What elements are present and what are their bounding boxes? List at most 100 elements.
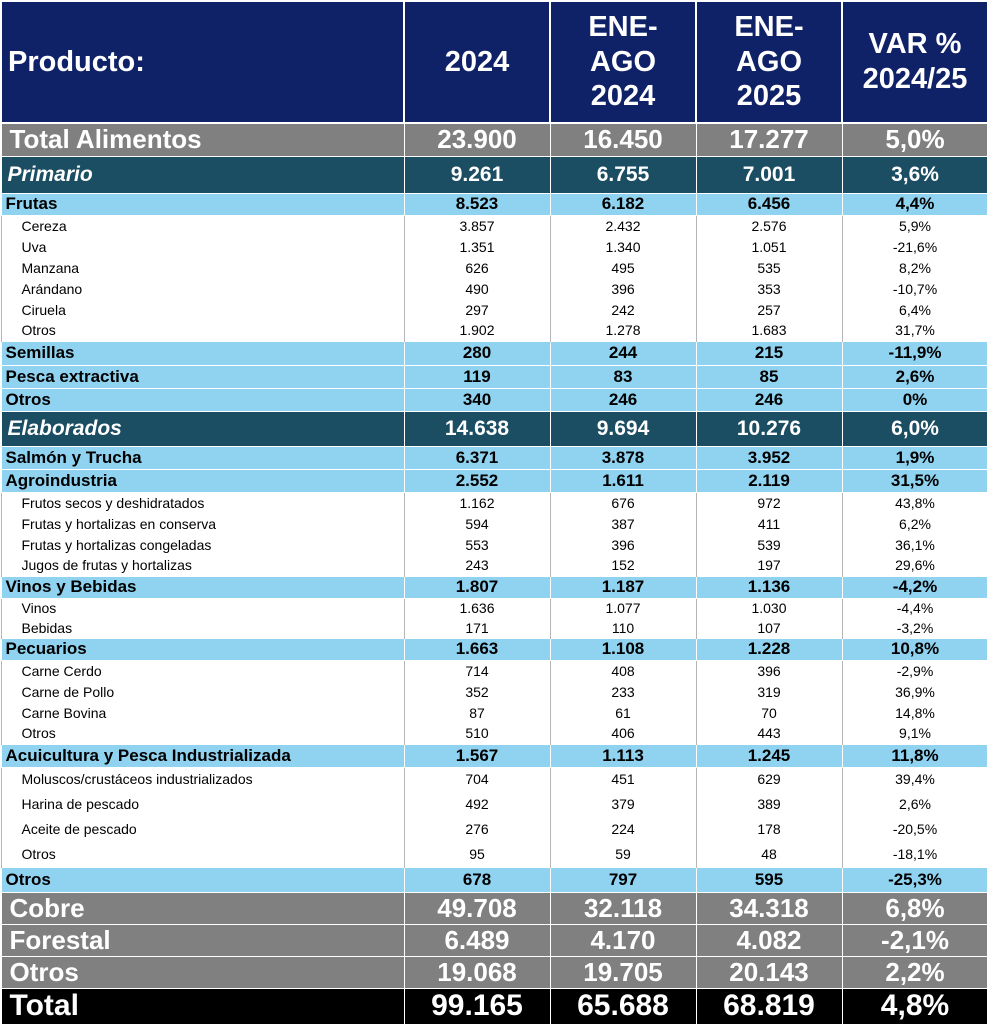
cell-ene-ago-2025: 4.082 — [695, 923, 843, 957]
row-label: Vinos — [0, 598, 405, 618]
row-label: Otros — [0, 387, 405, 412]
cell-2024: 594 — [403, 513, 551, 534]
cell-var: -3,2% — [841, 618, 987, 638]
cell-ene-ago-2025: 215 — [695, 340, 843, 366]
row-otros-frutas: Otros 1.902 1.278 1.683 31,7% — [0, 320, 987, 341]
cell-2024: 714 — [403, 660, 551, 681]
row-label: Cobre — [0, 891, 405, 925]
cell-2024: 119 — [403, 364, 551, 389]
cell-var: 0% — [841, 387, 987, 412]
cell-ene-ago-2024: 16.450 — [549, 122, 697, 157]
cell-ene-ago-2025: 319 — [695, 681, 843, 702]
row-label: Agroindustria — [0, 468, 405, 493]
row-forestal: Forestal 6.489 4.170 4.082 -2,1% — [0, 923, 987, 957]
cell-ene-ago-2024: 1.113 — [549, 743, 697, 768]
header-ene-ago-2025: ENE-AGO 2025 — [695, 0, 843, 124]
row-cereza: Cereza 3.857 2.432 2.576 5,9% — [0, 215, 987, 236]
row-label: Harina de pescado — [0, 791, 405, 816]
row-label: Carne Bovina — [0, 702, 405, 723]
header-row: Producto: 2024 ENE-AGO 2024 ENE-AGO 2025… — [0, 0, 987, 124]
row-label: Manzana — [0, 257, 405, 278]
row-vinos-bebidas: Vinos y Bebidas 1.807 1.187 1.136 -4,2% — [0, 575, 987, 599]
cell-var: 4,8% — [841, 987, 987, 1025]
cell-ene-ago-2025: 246 — [695, 387, 843, 412]
cell-var: 6,2% — [841, 513, 987, 534]
row-total: Total 99.165 65.688 68.819 4,8% — [0, 987, 987, 1025]
cell-ene-ago-2024: 224 — [549, 816, 697, 841]
row-bebidas: Bebidas 171 110 107 -3,2% — [0, 618, 987, 638]
cell-var: 14,8% — [841, 702, 987, 723]
cell-2024: 626 — [403, 257, 551, 278]
cell-ene-ago-2025: 353 — [695, 278, 843, 299]
row-otros-elaborados: Otros 678 797 595 -25,3% — [0, 866, 987, 893]
cell-ene-ago-2024: 1.187 — [549, 575, 697, 599]
row-label: Semillas — [0, 340, 405, 366]
row-label: Otros — [0, 841, 405, 867]
cell-2024: 6.489 — [403, 923, 551, 957]
cell-ene-ago-2024: 4.170 — [549, 923, 697, 957]
cell-2024: 490 — [403, 278, 551, 299]
row-semillas: Semillas 280 244 215 -11,9% — [0, 340, 987, 366]
cell-ene-ago-2024: 244 — [549, 340, 697, 366]
row-label: Forestal — [0, 923, 405, 957]
cell-ene-ago-2025: 535 — [695, 257, 843, 278]
cell-ene-ago-2024: 9.694 — [549, 410, 697, 447]
cell-ene-ago-2025: 2.576 — [695, 215, 843, 236]
row-label: Aceite de pescado — [0, 816, 405, 841]
row-label: Carne Cerdo — [0, 660, 405, 681]
cell-var: 43,8% — [841, 492, 987, 513]
row-label: Jugos de frutas y hortalizas — [0, 555, 405, 576]
cell-2024: 297 — [403, 299, 551, 320]
cell-var: 2,6% — [841, 364, 987, 389]
cell-ene-ago-2024: 3.878 — [549, 445, 697, 470]
row-frutas: Frutas 8.523 6.182 6.456 4,4% — [0, 192, 987, 216]
cell-var: 5,0% — [841, 122, 987, 157]
cell-ene-ago-2024: 83 — [549, 364, 697, 389]
header-2024: 2024 — [403, 0, 551, 124]
cell-ene-ago-2025: 1.030 — [695, 598, 843, 618]
cell-ene-ago-2025: 1.136 — [695, 575, 843, 599]
cell-2024: 1.636 — [403, 598, 551, 618]
cell-ene-ago-2025: 17.277 — [695, 122, 843, 157]
cell-ene-ago-2024: 246 — [549, 387, 697, 412]
row-label: Frutas — [0, 192, 405, 216]
cell-ene-ago-2025: 6.456 — [695, 192, 843, 216]
cell-2024: 340 — [403, 387, 551, 412]
cell-2024: 276 — [403, 816, 551, 841]
cell-ene-ago-2024: 408 — [549, 660, 697, 681]
cell-ene-ago-2025: 68.819 — [695, 987, 843, 1025]
cell-ene-ago-2025: 85 — [695, 364, 843, 389]
row-label: Frutos secos y deshidratados — [0, 492, 405, 513]
cell-ene-ago-2025: 178 — [695, 816, 843, 841]
row-carne-cerdo: Carne Cerdo 714 408 396 -2,9% — [0, 660, 987, 681]
row-label: Salmón y Trucha — [0, 445, 405, 470]
cell-var: 4,4% — [841, 192, 987, 216]
row-salmon-trucha: Salmón y Trucha 6.371 3.878 3.952 1,9% — [0, 445, 987, 470]
cell-ene-ago-2025: 48 — [695, 841, 843, 867]
cell-var: 36,1% — [841, 534, 987, 555]
row-label: Pecuarios — [0, 637, 405, 661]
cell-var: 2,2% — [841, 955, 987, 989]
row-label: Carne de Pollo — [0, 681, 405, 702]
cell-var: -2,1% — [841, 923, 987, 957]
cell-var: 9,1% — [841, 723, 987, 744]
header-producto: Producto: — [0, 0, 405, 124]
cell-ene-ago-2024: 242 — [549, 299, 697, 320]
row-aceite-pescado: Aceite de pescado 276 224 178 -20,5% — [0, 816, 987, 841]
row-label: Total Alimentos — [0, 122, 405, 157]
cell-2024: 87 — [403, 702, 551, 723]
cell-2024: 510 — [403, 723, 551, 744]
row-agroindustria: Agroindustria 2.552 1.611 2.119 31,5% — [0, 468, 987, 493]
row-jugos: Jugos de frutas y hortalizas 243 152 197… — [0, 555, 987, 576]
cell-ene-ago-2024: 152 — [549, 555, 697, 576]
cell-2024: 95 — [403, 841, 551, 867]
cell-2024: 49.708 — [403, 891, 551, 925]
cell-ene-ago-2024: 1.077 — [549, 598, 697, 618]
row-label: Otros — [0, 955, 405, 989]
row-label: Elaborados — [0, 410, 405, 447]
cell-ene-ago-2024: 396 — [549, 534, 697, 555]
cell-ene-ago-2025: 107 — [695, 618, 843, 638]
cell-var: -2,9% — [841, 660, 987, 681]
cell-ene-ago-2024: 65.688 — [549, 987, 697, 1025]
